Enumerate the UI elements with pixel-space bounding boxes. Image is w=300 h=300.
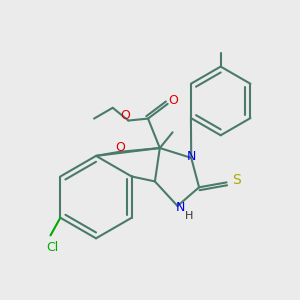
Text: S: S (232, 173, 241, 188)
Text: N: N (187, 150, 196, 164)
Text: O: O (121, 109, 130, 122)
Text: Cl: Cl (46, 241, 59, 254)
Text: O: O (169, 94, 178, 107)
Text: N: N (176, 201, 185, 214)
Text: H: H (185, 211, 194, 221)
Text: O: O (116, 141, 125, 154)
